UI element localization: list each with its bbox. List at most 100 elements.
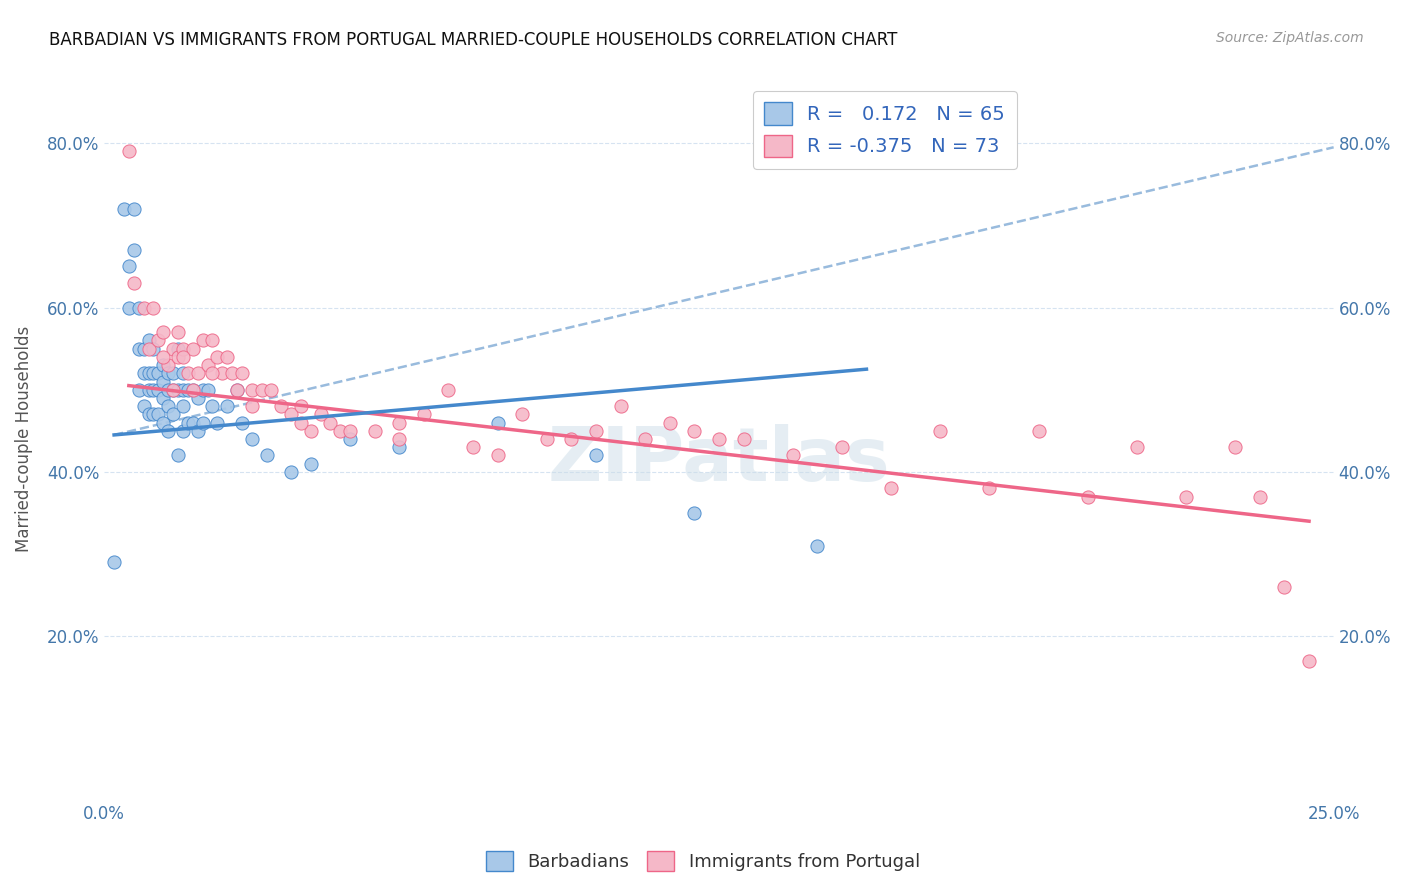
Point xyxy=(201,399,224,413)
Point xyxy=(226,383,249,397)
Point xyxy=(187,366,209,380)
Point xyxy=(329,424,352,438)
Point xyxy=(167,325,190,339)
Point xyxy=(634,432,657,446)
Point xyxy=(388,432,411,446)
Point xyxy=(510,408,533,422)
Point xyxy=(142,301,165,315)
Point xyxy=(162,342,184,356)
Point xyxy=(152,375,174,389)
Point xyxy=(1249,490,1271,504)
Point xyxy=(132,366,155,380)
Point xyxy=(201,366,224,380)
Point xyxy=(177,366,200,380)
Point xyxy=(142,408,165,422)
Point xyxy=(207,350,229,364)
Point xyxy=(162,383,184,397)
Text: ZIPatlas: ZIPatlas xyxy=(547,425,890,497)
Point xyxy=(486,449,509,463)
Point xyxy=(486,416,509,430)
Point xyxy=(388,440,411,454)
Point xyxy=(167,350,190,364)
Point xyxy=(142,342,165,356)
Point xyxy=(339,424,361,438)
Point xyxy=(560,432,582,446)
Point xyxy=(217,399,239,413)
Point xyxy=(191,334,214,348)
Point xyxy=(412,408,434,422)
Point xyxy=(226,383,249,397)
Point xyxy=(187,424,209,438)
Point xyxy=(162,408,184,422)
Point xyxy=(138,342,160,356)
Point xyxy=(118,260,141,274)
Point xyxy=(240,432,263,446)
Point xyxy=(152,391,174,405)
Point xyxy=(585,449,607,463)
Point xyxy=(177,416,200,430)
Point xyxy=(172,366,194,380)
Point xyxy=(157,399,180,413)
Point xyxy=(132,301,155,315)
Point xyxy=(1298,654,1320,668)
Point xyxy=(128,342,150,356)
Point xyxy=(319,416,342,430)
Y-axis label: Married-couple Households: Married-couple Households xyxy=(15,326,32,552)
Text: BARBADIAN VS IMMIGRANTS FROM PORTUGAL MARRIED-COUPLE HOUSEHOLDS CORRELATION CHAR: BARBADIAN VS IMMIGRANTS FROM PORTUGAL MA… xyxy=(49,31,897,49)
Point xyxy=(167,383,190,397)
Point xyxy=(782,449,804,463)
Point xyxy=(609,399,631,413)
Point xyxy=(707,432,730,446)
Legend: Barbadians, Immigrants from Portugal: Barbadians, Immigrants from Portugal xyxy=(478,844,928,879)
Point xyxy=(250,383,273,397)
Point xyxy=(148,408,170,422)
Point xyxy=(138,334,160,348)
Point xyxy=(231,416,253,430)
Point xyxy=(191,383,214,397)
Point xyxy=(132,342,155,356)
Point xyxy=(148,366,170,380)
Point xyxy=(162,366,184,380)
Point xyxy=(167,449,190,463)
Point xyxy=(118,145,141,159)
Point xyxy=(167,342,190,356)
Point xyxy=(658,416,681,430)
Point xyxy=(118,301,141,315)
Point xyxy=(157,358,180,372)
Point xyxy=(221,366,243,380)
Point xyxy=(585,424,607,438)
Point xyxy=(1126,440,1149,454)
Point xyxy=(231,366,253,380)
Point xyxy=(388,416,411,430)
Point xyxy=(1175,490,1198,504)
Point xyxy=(162,383,184,397)
Point xyxy=(172,399,194,413)
Point xyxy=(142,366,165,380)
Point xyxy=(217,350,239,364)
Point xyxy=(157,383,180,397)
Point xyxy=(172,424,194,438)
Point xyxy=(806,539,828,553)
Point xyxy=(177,383,200,397)
Point xyxy=(1077,490,1099,504)
Point xyxy=(309,408,332,422)
Point xyxy=(138,383,160,397)
Point xyxy=(211,366,233,380)
Point xyxy=(132,399,155,413)
Point xyxy=(240,383,263,397)
Point xyxy=(112,202,135,216)
Point xyxy=(339,432,361,446)
Point xyxy=(290,399,312,413)
Point xyxy=(364,424,387,438)
Point xyxy=(152,325,174,339)
Point xyxy=(181,383,204,397)
Point xyxy=(290,416,312,430)
Point xyxy=(103,555,125,569)
Point xyxy=(187,391,209,405)
Point xyxy=(152,358,174,372)
Point xyxy=(152,350,174,364)
Point xyxy=(1028,424,1050,438)
Point xyxy=(280,465,302,479)
Point xyxy=(683,506,706,520)
Point xyxy=(138,408,160,422)
